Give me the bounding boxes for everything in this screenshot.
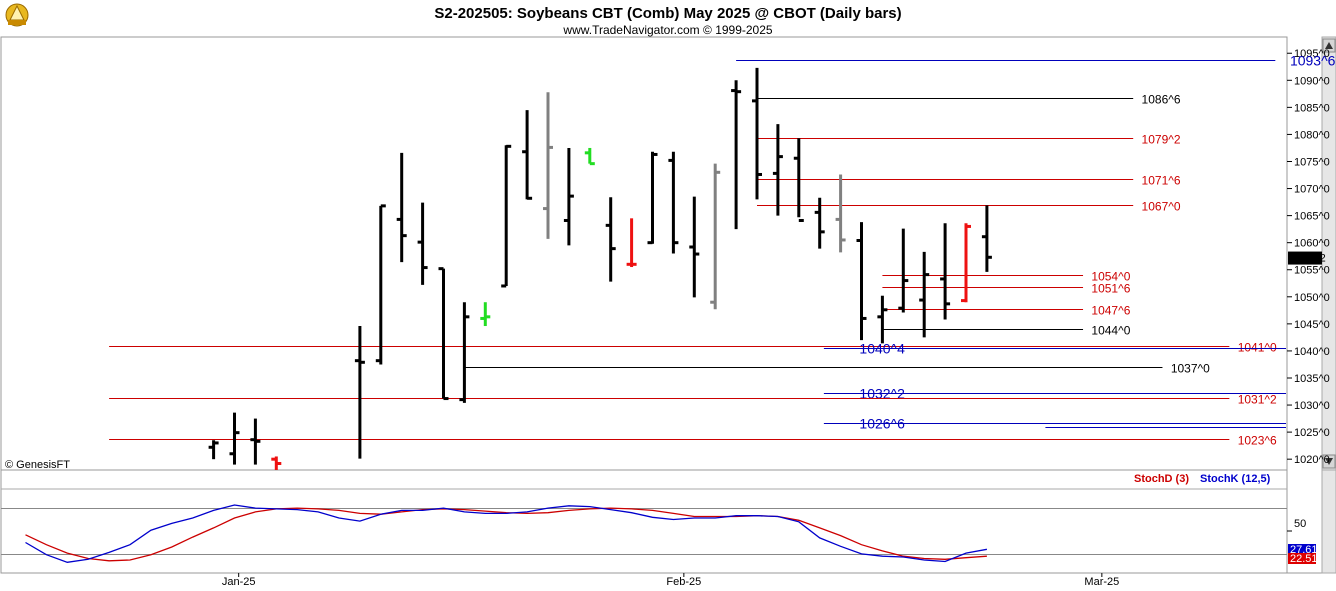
level-label: 1079^2 bbox=[1142, 133, 1181, 147]
level-label: 1040^4 bbox=[859, 341, 905, 357]
stoch-tick-50: 50 bbox=[1294, 518, 1306, 530]
level-label: 1051^6 bbox=[1091, 282, 1130, 296]
logo-icon bbox=[5, 3, 29, 27]
price-bars bbox=[208, 67, 992, 470]
price-tick-label: 1040^0 bbox=[1294, 346, 1330, 358]
price-tick-label: 1025^0 bbox=[1294, 427, 1330, 439]
level-label: 1026^6 bbox=[859, 416, 905, 432]
copyright-label: © GenesisFT bbox=[5, 459, 70, 471]
date-tick-label: Feb-25 bbox=[666, 576, 701, 588]
chart-subtitle: www.TradeNavigator.com © 1999-2025 bbox=[562, 23, 772, 37]
price-tick-label: 1045^0 bbox=[1294, 319, 1330, 331]
stochk-line bbox=[25, 504, 988, 563]
price-tick-label: 1065^0 bbox=[1294, 211, 1330, 223]
level-label: 1032^2 bbox=[859, 386, 905, 402]
legend-stochk: StochK (12,5) bbox=[1200, 473, 1271, 485]
arrow-down-icon bbox=[1325, 458, 1333, 465]
price-tick-label: 1060^0 bbox=[1294, 238, 1330, 250]
last-price-tag: 1057^2 bbox=[1288, 251, 1326, 265]
price-tick-label: 1090^0 bbox=[1294, 75, 1330, 87]
stoch-last-values: 27.61 22.51 bbox=[1288, 544, 1318, 565]
price-tick-label: 1075^0 bbox=[1294, 156, 1330, 168]
stoch-lines bbox=[25, 504, 988, 563]
price-tick-label: 1020^0 bbox=[1294, 454, 1330, 466]
level-label: 1086^6 bbox=[1142, 93, 1181, 107]
level-label: 1044^0 bbox=[1091, 324, 1130, 338]
level-label: 1067^0 bbox=[1142, 200, 1181, 214]
level-label: 1037^0 bbox=[1171, 362, 1210, 376]
stoch-scrollbar[interactable] bbox=[1321, 469, 1336, 574]
price-axis: 1020^0 1025^0 1030^0 1035^0 1040^0 1045^0 1050… bbox=[1287, 48, 1330, 466]
stochd-last-value: 22.51 bbox=[1290, 553, 1318, 565]
level-label: 1071^6 bbox=[1142, 174, 1181, 188]
level-lines: 1093^6 1086^6 1079^2 1071^6 1067^0 1054^01051… bbox=[109, 53, 1336, 448]
price-tick-label: 1080^0 bbox=[1294, 129, 1330, 141]
level-label: 1047^6 bbox=[1091, 304, 1130, 318]
price-tick-label: 1030^0 bbox=[1294, 400, 1330, 412]
chart-title: S2-202505: Soybeans CBT (Comb) May 2025 … bbox=[434, 5, 901, 22]
price-tick-label: 1035^0 bbox=[1294, 373, 1330, 385]
price-tick-label: 1095^0 bbox=[1294, 48, 1330, 60]
level-label: 1031^2 bbox=[1238, 393, 1277, 407]
arrow-up-icon bbox=[1325, 42, 1333, 49]
level-label: 1093^6 bbox=[1290, 53, 1336, 69]
date-axis: Jan-25 Feb-25 Mar-25 bbox=[222, 573, 1119, 588]
price-tick-label: 1070^0 bbox=[1294, 184, 1330, 196]
price-tick-label: 1085^0 bbox=[1294, 102, 1330, 114]
level-label: 1023^6 bbox=[1238, 434, 1277, 448]
date-tick-label: Mar-25 bbox=[1084, 576, 1119, 588]
price-tick-label: 1055^0 bbox=[1294, 265, 1330, 277]
price-scrollbar[interactable] bbox=[1321, 36, 1336, 471]
level-label: 1054^0 bbox=[1091, 270, 1130, 284]
last-price-label: 1057^2 bbox=[1290, 253, 1326, 265]
level-label: 1041^0 bbox=[1238, 341, 1277, 355]
stochd-line bbox=[25, 507, 987, 562]
stoch-grid bbox=[1, 508, 1292, 555]
legend-stochd: StochD (3) bbox=[1134, 473, 1189, 485]
price-panel-frame bbox=[0, 36, 1288, 471]
stoch-panel-frame bbox=[0, 469, 1288, 574]
date-tick-label: Jan-25 bbox=[222, 576, 256, 588]
price-tick-label: 1050^0 bbox=[1294, 292, 1330, 304]
